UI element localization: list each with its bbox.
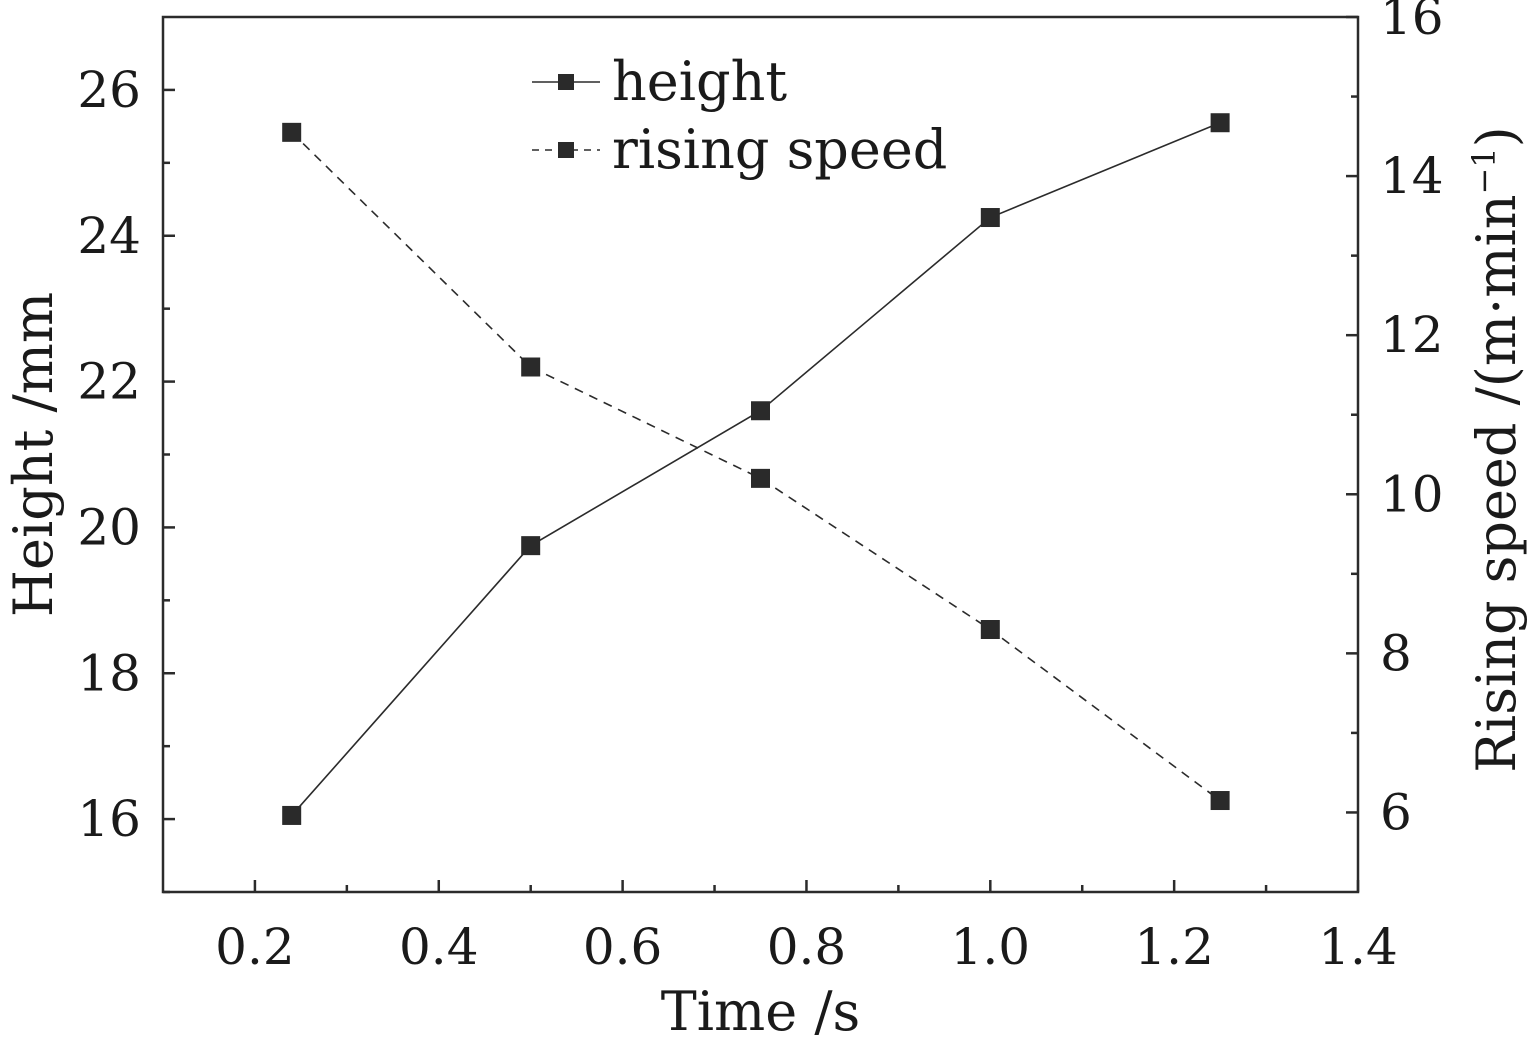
rising-speed-marker bbox=[980, 620, 1000, 639]
rising-speed-marker bbox=[282, 122, 302, 142]
x-axis-title: Time /s bbox=[661, 980, 861, 1040]
y-right-tick-label: 16 bbox=[1380, 0, 1444, 46]
y-left-axis-title: Height /mm bbox=[2, 292, 65, 617]
series-layer bbox=[282, 113, 1230, 825]
x-tick-label: 1.4 bbox=[1318, 918, 1398, 976]
y-right-title-close: ) bbox=[1465, 126, 1528, 147]
rising-speed-line bbox=[291, 131, 1221, 802]
y-right-title-main: Rising speed /(m·min bbox=[1465, 195, 1528, 773]
x-tick-label: 0.4 bbox=[399, 918, 479, 976]
y-left-tick-label: 18 bbox=[77, 644, 141, 702]
y-right-tick-label: 12 bbox=[1380, 306, 1444, 364]
x-tick-label: 0.6 bbox=[583, 918, 663, 976]
height-marker bbox=[521, 536, 541, 556]
y-left-tick-label: 26 bbox=[77, 61, 141, 119]
height-marker bbox=[1210, 113, 1230, 133]
height-marker bbox=[282, 805, 302, 825]
y-left-tick-label: 24 bbox=[77, 207, 141, 265]
y-right-title-exponent: −1 bbox=[1465, 147, 1503, 194]
legend-height-label: height bbox=[612, 50, 787, 113]
legend-rising-speed-label: rising speed bbox=[612, 118, 947, 181]
rising-speed-marker bbox=[751, 468, 770, 488]
y-right-tick-label: 14 bbox=[1380, 147, 1444, 205]
x-tick-label: 1.2 bbox=[1134, 918, 1214, 976]
y-left-tick-label: 16 bbox=[77, 790, 141, 848]
height-marker bbox=[751, 401, 770, 421]
x-tick-label: 0.8 bbox=[767, 918, 847, 976]
legend-height-marker bbox=[558, 74, 574, 90]
rising-speed-marker bbox=[1210, 791, 1230, 811]
y-right-axis-title: Rising speed /(m·min−1) bbox=[1465, 126, 1528, 772]
y-right-tick-label: 8 bbox=[1380, 624, 1412, 682]
x-tick-label: 0.2 bbox=[215, 918, 295, 976]
y-left-tick-label: 22 bbox=[77, 353, 141, 411]
y-left-tick-label: 20 bbox=[77, 498, 141, 556]
rising-speed-marker bbox=[521, 357, 541, 377]
height-marker bbox=[980, 208, 1000, 228]
y-right-tick-label: 6 bbox=[1380, 783, 1412, 841]
legend-rising-speed-marker bbox=[558, 142, 574, 158]
y-right-tick-label: 10 bbox=[1380, 465, 1444, 523]
x-tick-label: 1.0 bbox=[951, 918, 1031, 976]
